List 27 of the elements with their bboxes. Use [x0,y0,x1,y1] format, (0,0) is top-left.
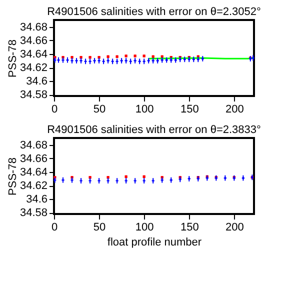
y-tick-label: 34.62 [20,180,48,192]
y-axis-title: PSS-78 [6,40,19,78]
x-tick-label: 150 [180,222,199,234]
x-tick-label: 50 [93,222,106,234]
y-tick-label: 34.68 [20,139,48,152]
y-tick-label: 34.6 [26,194,48,206]
y-tick-label: 34.66 [20,34,48,47]
chart-title: R4901506 salinities with error on θ=2.3833° [47,124,261,136]
y-tick-label: 34.64 [20,166,48,178]
x-tick-label: 50 [93,104,106,116]
x-tick-label: 200 [226,104,244,116]
x-tick-label: 100 [135,104,154,116]
y-tick-label: 34.62 [20,62,48,74]
x-axis-title: float profile number [107,236,202,248]
y-tick-label: 34.64 [20,48,48,60]
chart-title: R4901506 salinities with error on θ=2.3052° [47,6,261,18]
y-tick-label: 34.66 [20,152,48,165]
x-tick-label: 0 [51,222,58,234]
y-tick-label: 34.58 [20,89,48,102]
y-axis-title: PSS-78 [6,158,19,196]
x-tick-label: 150 [180,104,199,116]
x-tick-label: 0 [51,104,58,116]
y-tick-label: 34.6 [26,76,48,88]
x-tick-label: 200 [226,222,244,234]
y-tick-label: 34.58 [20,207,48,220]
y-tick-label: 34.68 [20,21,48,34]
x-tick-label: 100 [135,222,154,234]
